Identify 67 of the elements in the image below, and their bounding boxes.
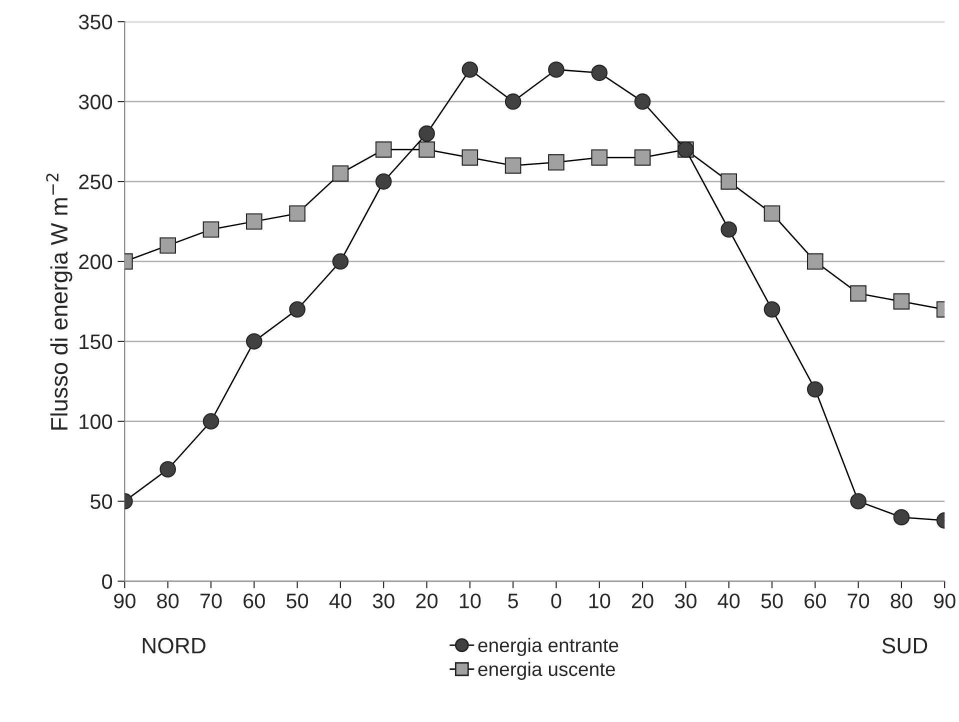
x-tick-label: 90 [114, 594, 136, 608]
x-tick-label: 60 [244, 594, 265, 608]
point [418, 125, 435, 142]
point [160, 237, 176, 254]
y-tick-label: 200 [79, 254, 112, 270]
point [462, 61, 478, 78]
point [289, 301, 306, 318]
point [160, 461, 176, 478]
x-tick-label: 80 [157, 594, 179, 608]
text: SUD [882, 638, 928, 654]
point [850, 285, 866, 302]
point [504, 93, 522, 110]
x-tick-label: 10 [460, 594, 481, 608]
point [850, 493, 866, 510]
y-tick-label: 150 [80, 334, 112, 350]
x-tick-label: 50 [761, 594, 783, 608]
y-tick-label: 50 [90, 494, 112, 510]
point [806, 381, 824, 398]
point [418, 141, 435, 158]
y-axis-title: Flusso di energia W m$^{−2}$ [46, 174, 72, 430]
x-tick-label: 60 [804, 594, 826, 608]
x-tick-label: 10 [589, 594, 610, 608]
point [202, 413, 220, 430]
x-tick-label: 50 [286, 594, 308, 608]
point [375, 173, 392, 190]
point [246, 333, 262, 350]
point [893, 509, 910, 526]
x-tick-label: 70 [848, 594, 870, 608]
x-tick-label: 5 [508, 594, 518, 608]
y-tick-label: 0 [102, 574, 112, 589]
point [720, 173, 737, 190]
x-tick-label: 0 [551, 594, 562, 608]
point [720, 221, 737, 238]
x-tick-label: 20 [416, 594, 438, 608]
point [202, 221, 220, 238]
point [332, 253, 349, 270]
y-tick-label: 300 [78, 94, 112, 110]
x-tick-label: 30 [674, 594, 696, 608]
point [634, 93, 651, 110]
point [289, 205, 306, 222]
x-tick-label: 80 [890, 594, 912, 608]
point [246, 213, 262, 230]
x-tick-label: 90 [934, 594, 956, 608]
point [591, 64, 608, 81]
point [548, 154, 564, 171]
point [806, 253, 824, 270]
x-tick-label: 20 [632, 594, 654, 608]
point [462, 149, 478, 166]
x-tick-label: 70 [200, 594, 222, 608]
legend-label: energia uscente [478, 662, 615, 680]
y-tick-label: 250 [79, 174, 112, 190]
y-tick-label: 350 [78, 14, 112, 30]
point [893, 293, 910, 310]
legend-label: energia entrante [478, 638, 618, 656]
point [764, 301, 780, 318]
point [375, 141, 392, 158]
point [504, 157, 522, 174]
x-tick-label: 40 [718, 594, 740, 608]
point [764, 205, 780, 222]
y-tick-label: 100 [80, 414, 112, 430]
point [548, 61, 564, 78]
text: NORD [142, 638, 206, 654]
point [332, 165, 349, 182]
x-tick-label: 40 [329, 594, 352, 608]
x-tick-label: 30 [372, 594, 394, 608]
point [634, 149, 651, 166]
point [591, 149, 608, 166]
